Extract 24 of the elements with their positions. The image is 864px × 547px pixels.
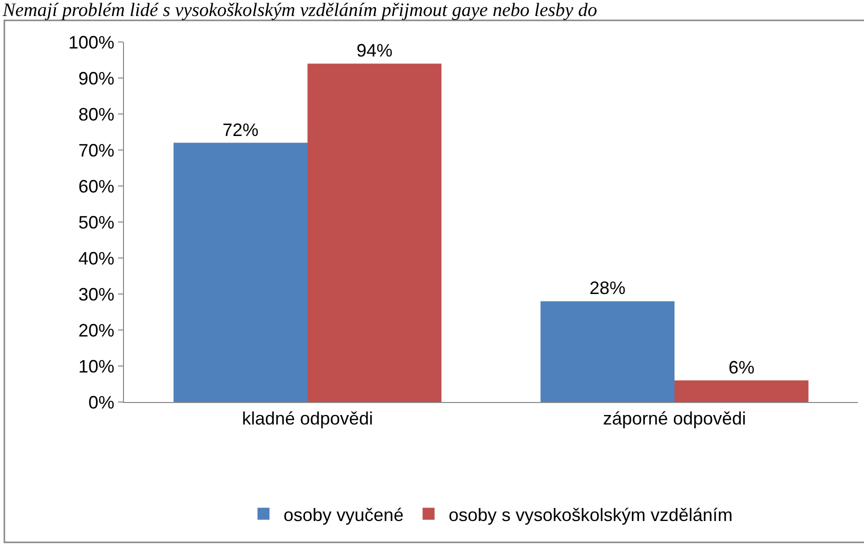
text: 28% — [590, 278, 626, 298]
y-tick-label: 30% — [78, 284, 114, 304]
bar — [174, 142, 308, 402]
x-tick-label: kladné odpovědi — [242, 408, 374, 429]
chart-title: Nemají problém lidé s vysokoškolským vzděláním přijmout gaye nebo lesby do — [2, 0, 598, 22]
y-tick-label: 100% — [68, 32, 114, 52]
bar — [308, 64, 442, 402]
bar — [674, 380, 808, 402]
y-tick-label: 0% — [88, 392, 114, 412]
y-tick-label: 50% — [78, 212, 114, 232]
legend-label: osoby s vysokoškolským vzděláním — [448, 504, 733, 525]
x-tick-label: záporné odpovědi — [602, 408, 746, 429]
y-tick-label: 10% — [78, 356, 114, 376]
y-tick-label: 70% — [78, 140, 114, 160]
text: 6% — [728, 357, 754, 378]
bar — [540, 301, 674, 402]
y-tick-label: 60% — [78, 176, 114, 196]
legend-label: osoby vyučené — [284, 504, 404, 525]
y-tick-label: 20% — [78, 320, 114, 340]
text: 94% — [356, 40, 392, 61]
y-tick-label: 80% — [78, 104, 114, 124]
y-tick-label: 40% — [78, 248, 114, 268]
text: 72% — [222, 120, 259, 140]
y-tick-label: 90% — [78, 68, 114, 88]
